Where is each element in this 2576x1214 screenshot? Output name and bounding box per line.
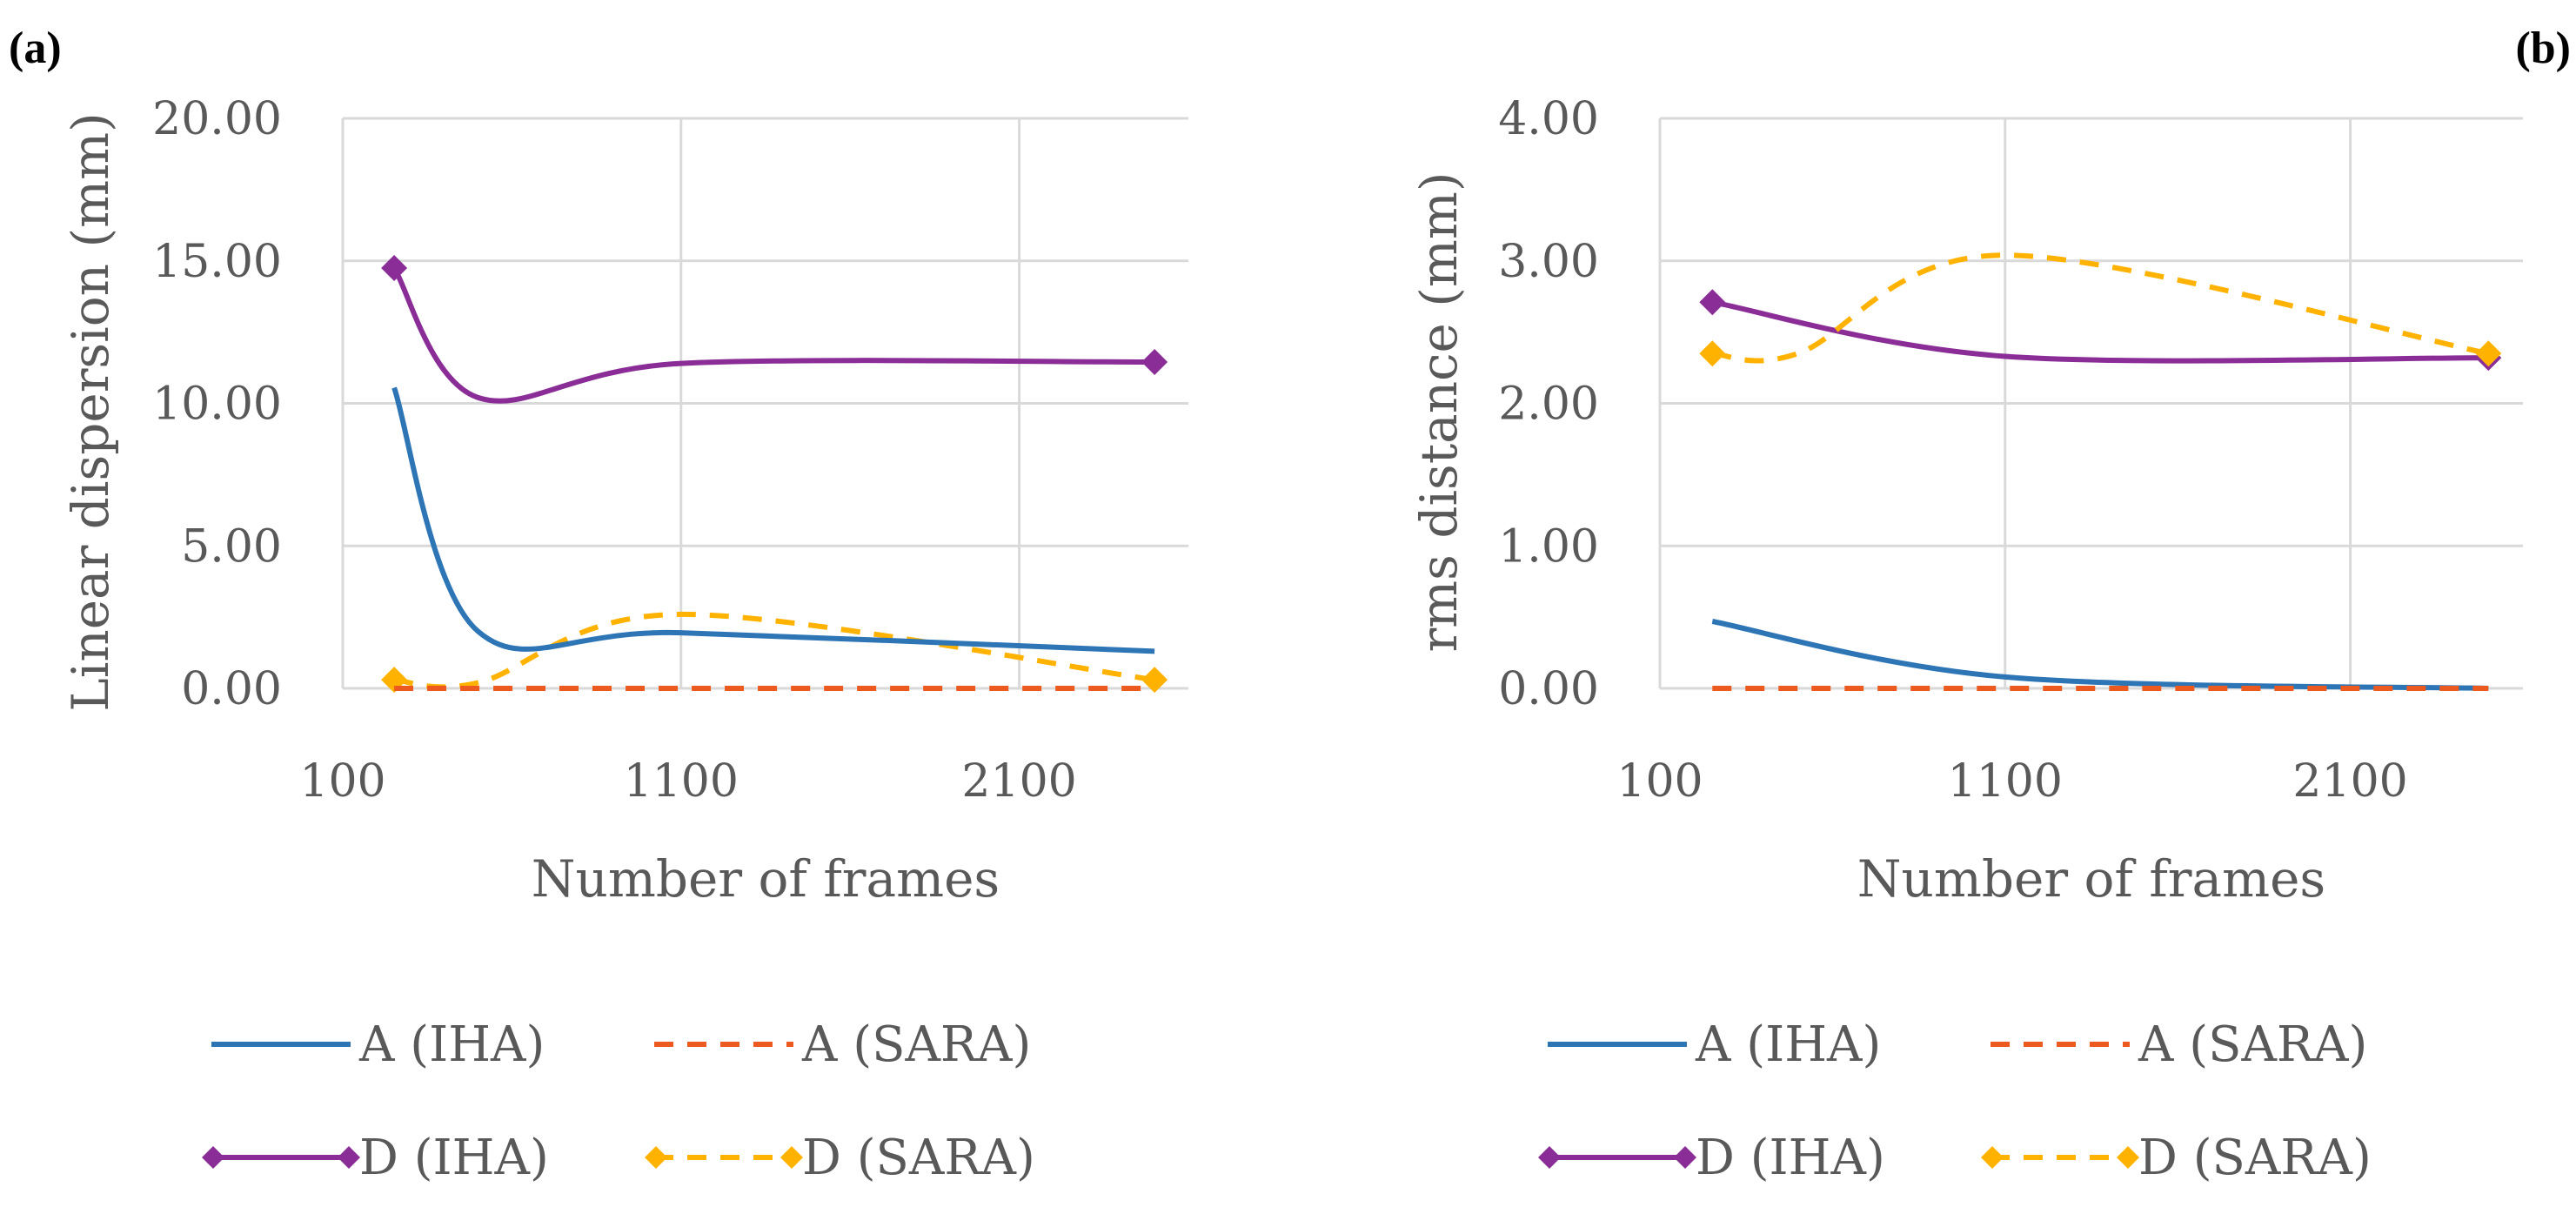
data-point-d-iha (381, 254, 408, 281)
x-tick-label: 100 (299, 755, 385, 808)
panel-label: (a) (9, 23, 62, 73)
legend-label: A (SARA) (801, 1016, 1031, 1073)
chart-panel-a: (a) 0.00 5.00 10.00 15.00 20.00 100 1100 2100 Num… (9, 23, 1188, 1186)
legend-item-d-sara: D (SARA) (645, 1130, 1035, 1186)
panel-label: (b) (2515, 23, 2571, 73)
series-line-d-sara (393, 611, 1155, 690)
y-tick-label: 5.00 (181, 520, 282, 573)
legend-marker (1538, 1146, 1561, 1169)
x-tick-label: 1100 (1948, 755, 2063, 808)
x-tick-label: 1100 (624, 755, 739, 808)
legend: A (IHA) A (SARA) D (IHA) D (SARA) (1538, 1016, 2372, 1186)
data-point-d-iha (1141, 349, 1168, 376)
legend-item-d-iha: D (IHA) (1538, 1130, 1885, 1186)
legend-item-d-sara: D (SARA) (1981, 1130, 2372, 1186)
legend-item-a-iha: A (IHA) (211, 1016, 545, 1073)
chart-panel-b: (b) 0.00 1.00 2.00 3.00 4.00 100 1100 2100 Number… (1409, 23, 2571, 1186)
series-line-d-iha (1711, 299, 2489, 364)
y-tick-label: 10.00 (152, 379, 282, 431)
data-point-d-sara (2475, 340, 2502, 367)
x-tick-label: 100 (1616, 755, 1703, 808)
legend: A (IHA) A (SARA) D (IHA) D (SARA) (202, 1016, 1035, 1186)
legend-item-a-sara: A (SARA) (654, 1016, 1031, 1073)
y-tick-label: 0.00 (181, 663, 282, 715)
legend-label: D (IHA) (359, 1130, 549, 1186)
legend-marker (780, 1146, 803, 1169)
legend-marker (645, 1146, 667, 1169)
data-point-d-sara (1699, 340, 1726, 367)
legend-label: A (IHA) (358, 1016, 545, 1073)
legend-marker (338, 1146, 360, 1169)
legend-marker (202, 1146, 224, 1169)
legend-label: D (SARA) (2138, 1130, 2372, 1186)
y-tick-label: 4.00 (1498, 93, 1599, 145)
legend-label: D (SARA) (802, 1130, 1035, 1186)
legend-label: A (SARA) (2138, 1016, 2367, 1073)
legend-label: A (IHA) (1695, 1016, 1881, 1073)
series-line-a-iha (391, 386, 1155, 654)
y-axis-title: Linear dispersion (mm) (61, 112, 120, 711)
legend-item-a-iha: A (IHA) (1548, 1016, 1881, 1073)
x-axis-title: Number of frames (532, 849, 1000, 909)
legend-item-d-iha: D (IHA) (202, 1130, 549, 1186)
y-tick-label: 1.00 (1498, 520, 1599, 573)
y-tick-label: 15.00 (152, 236, 282, 288)
x-tick-label: 2100 (2292, 755, 2407, 808)
x-tick-label: 2100 (961, 755, 1076, 808)
data-point-d-iha (1699, 289, 1726, 316)
y-tick-label: 3.00 (1498, 236, 1599, 288)
data-point-d-sara (1141, 667, 1168, 694)
x-axis-title: Number of frames (1857, 849, 2325, 909)
legend-marker (1981, 1146, 2004, 1169)
y-tick-label: 20.00 (152, 93, 282, 145)
y-tick-label: 2.00 (1498, 379, 1599, 431)
series-line-d-sara (1712, 252, 2489, 364)
y-tick-label: 0.00 (1498, 663, 1599, 715)
legend-marker (1674, 1146, 1696, 1169)
series-line-a-iha (1711, 619, 2489, 691)
legend-item-a-sara: A (SARA) (1991, 1016, 2367, 1073)
series-line-d-iha (391, 266, 1155, 404)
legend-label: D (IHA) (1696, 1130, 1885, 1186)
legend-marker (2117, 1146, 2139, 1169)
y-axis-title: rms distance (mm) (1409, 171, 1469, 652)
